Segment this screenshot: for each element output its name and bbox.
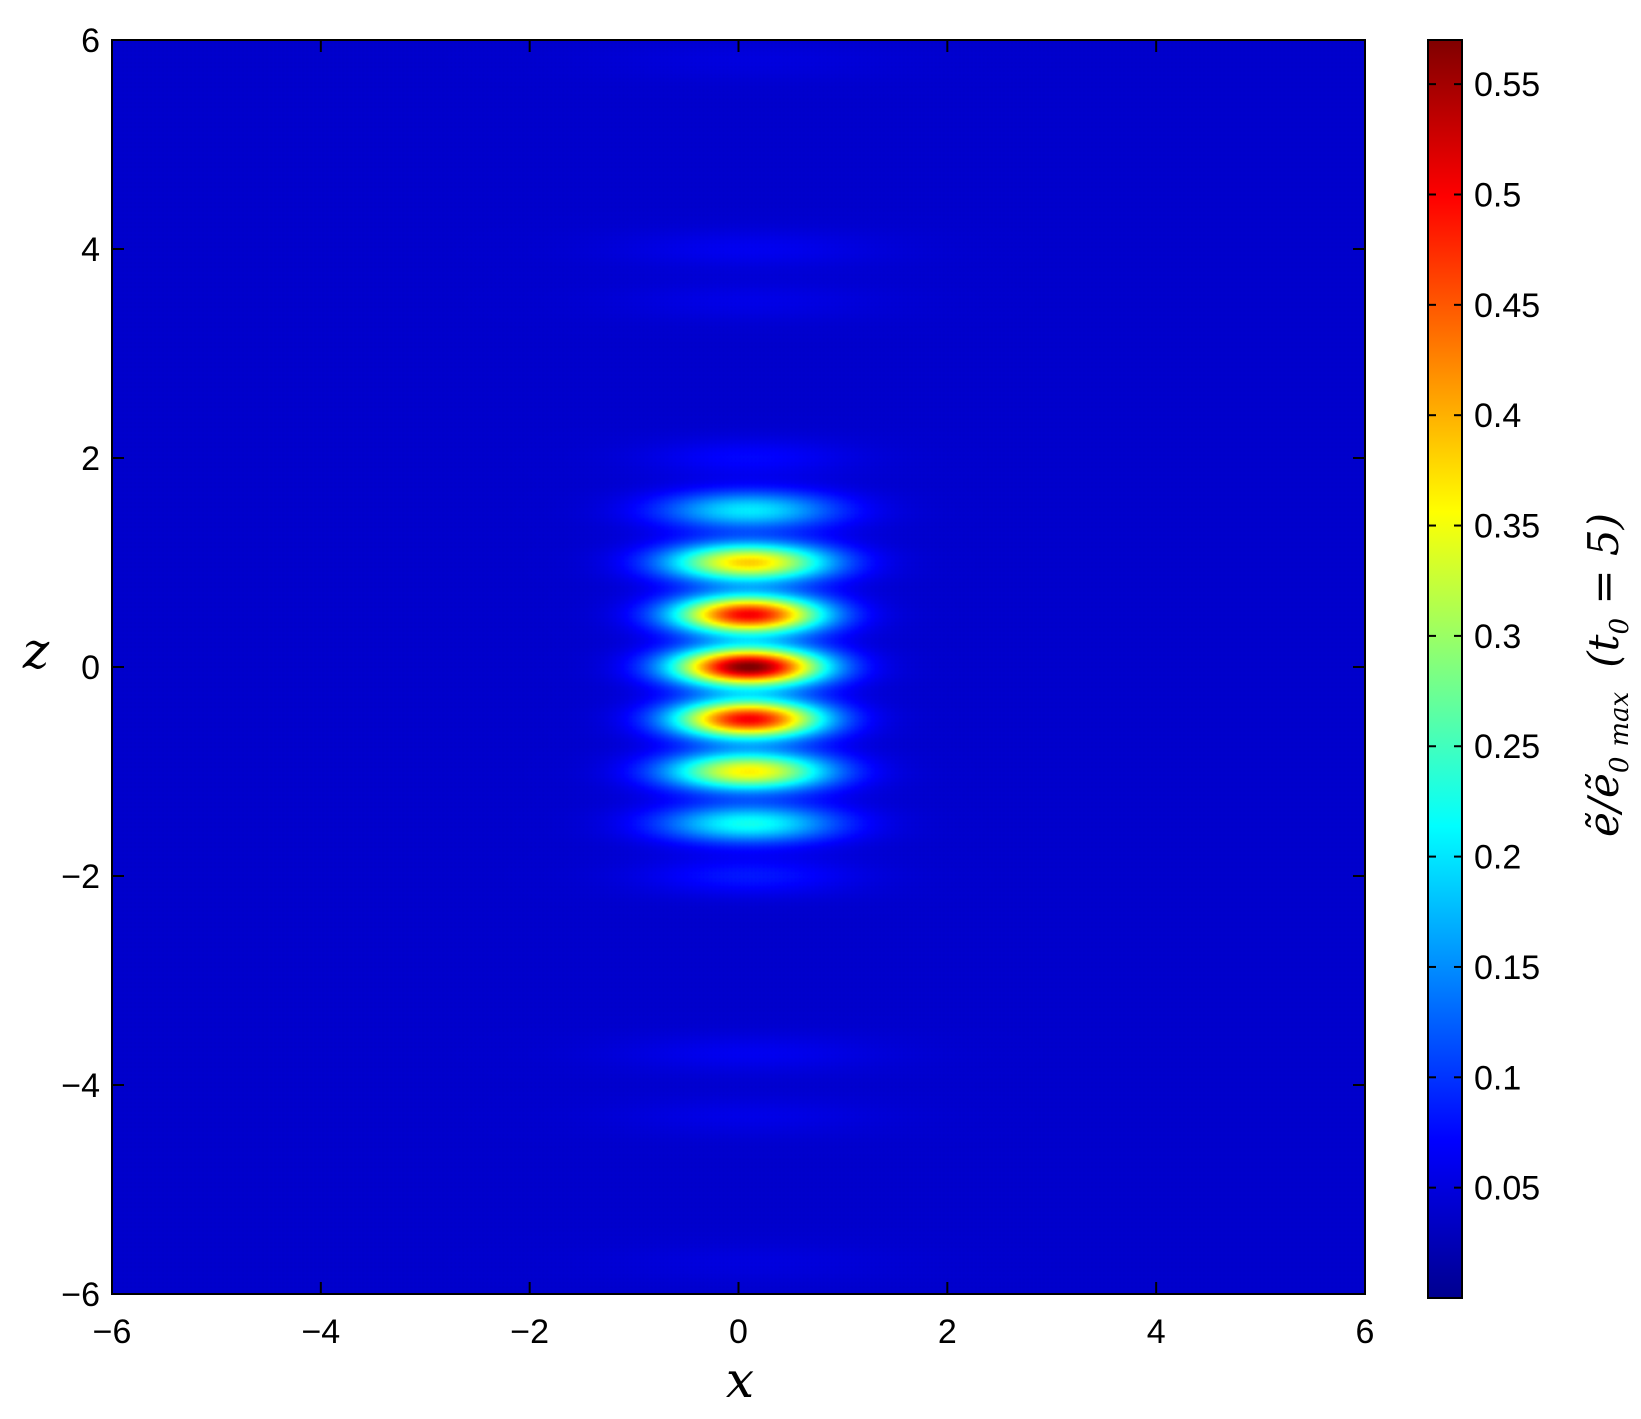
y-tick-label: −2 [61, 858, 100, 896]
x-axis-label: x [726, 1351, 754, 1409]
x-tick-label: 0 [729, 1313, 748, 1351]
x-tick-label: −6 [93, 1313, 132, 1351]
colorbar-tick-label: 0.3 [1474, 618, 1521, 656]
y-tick-label: −4 [61, 1067, 100, 1105]
heatmap-canvas [112, 40, 1365, 1294]
colorbar-ticks: 0.05 0.1 0.15 0.2 0.25 0.3 0.35 0.4 0.45 0.5 0.55 [1428, 66, 1540, 1208]
y-axis-ticks: −6 −4 −2 0 2 4 6 [61, 22, 1365, 1314]
y-tick-label: 4 [81, 231, 100, 269]
colorbar-frame [1427, 39, 1463, 1299]
y-axis-label: z [22, 622, 50, 680]
x-tick-label: −4 [301, 1313, 340, 1351]
colorbar-tick-label: 0.45 [1474, 287, 1540, 325]
colorbar-tick-label: 0.15 [1474, 949, 1540, 987]
colorbar: 0.050.10.150.20.250.30.350.40.450.50.55 … [1427, 39, 1635, 1299]
y-tick-label: 2 [81, 440, 100, 478]
colorbar-tick-label: 0.2 [1474, 839, 1521, 877]
colorbar-label: ẽ/ẽ0max(t0 = 5) [1579, 513, 1635, 837]
colorbar-tick-label: 0.4 [1474, 397, 1521, 435]
colorbar-tick-label: 0.35 [1474, 508, 1540, 546]
x-axis-ticks: −6 −4 −2 0 2 4 6 [93, 40, 1375, 1351]
colorbar-gradient [1428, 40, 1462, 1298]
y-tick-label: 6 [81, 22, 100, 60]
colorbar-tick-label: 0.05 [1474, 1170, 1540, 1208]
x-tick-label: −2 [510, 1313, 549, 1351]
x-tick-label: 4 [1147, 1313, 1166, 1351]
x-tick-label: 2 [938, 1313, 957, 1351]
colorbar-tick-label: 0.55 [1474, 66, 1540, 104]
y-tick-label: −6 [61, 1276, 100, 1314]
y-tick-label: 0 [81, 649, 100, 687]
colorbar-tick-label: 0.25 [1474, 728, 1540, 766]
x-tick-label: 6 [1356, 1313, 1375, 1351]
colorbar-tick-label: 0.1 [1474, 1059, 1521, 1097]
colorbar-tick-label: 0.5 [1474, 176, 1521, 214]
plot-area [111, 39, 1366, 1295]
